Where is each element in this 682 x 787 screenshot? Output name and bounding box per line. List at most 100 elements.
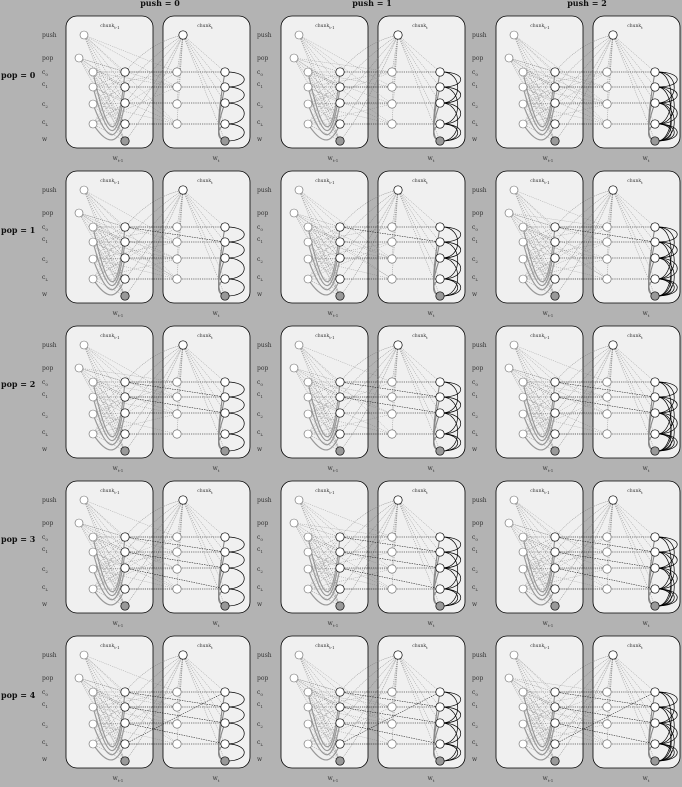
edge-arc-right [656,257,678,280]
edge-pop-link [554,722,656,745]
chunk-current-node [650,237,660,247]
edge-right-fan [612,189,656,243]
side-label-c1: c1 [472,701,478,709]
edge-right-fan [606,499,614,538]
chunk-current-node [220,739,230,749]
side-label-c0: c0 [472,69,478,77]
word-prev-label: wt-1 [328,775,339,783]
chunk-prev-node [335,739,345,749]
edge-cross [83,34,178,73]
edge-left-fan [83,344,126,383]
side-label-c1: c1 [42,236,48,244]
edge-right-fan [612,654,656,693]
edge-to-top [124,189,184,280]
side-label-cl: cL [257,119,263,127]
chunk-current-node [650,67,660,77]
edge-left-fan [522,551,556,590]
input-node-c1 [303,392,313,402]
side-label-cl: cL [472,584,478,592]
edge-pop-link [339,381,441,398]
side-label-push: push [42,652,57,659]
chunk-current-node [220,237,230,247]
edge-arc-right [656,567,672,607]
input-node-push [79,495,89,505]
top-node [608,185,618,195]
chunk-current-node [650,119,660,129]
edge-left-fan [307,86,341,105]
edge-left-fan [293,57,341,125]
edge-arc-right [656,102,678,125]
input-node-c0 [303,67,313,77]
edge-bundle-left [522,71,556,128]
word-prev-label: wt-1 [543,155,554,163]
edge-arc-right [441,226,458,259]
edge-left-fan [522,412,556,435]
edge-right-fan [182,34,226,73]
edge-cross [83,34,178,125]
edge-pop-link [554,551,656,569]
chunk-current-node [435,739,445,749]
chunk-current-input-node [602,429,612,439]
edge-left-fan [307,381,341,452]
edge-left-fan [522,381,556,452]
edge-cross [92,381,178,435]
edge-left-fan [513,499,556,590]
edge-arc-right [441,381,458,414]
edge-right-fan [606,654,614,745]
chunk-current-panel [592,170,681,304]
input-node-push [79,30,89,40]
edge-right-fan [182,34,226,88]
edge-right-fan [397,189,441,228]
edge-left-fan [293,57,341,142]
edges [78,34,245,142]
edge-left-fan [293,212,341,297]
chunk-prev-node [335,237,345,247]
edge-arc-right [656,381,672,435]
edge-arc-right [656,226,675,259]
input-node-cl [303,429,313,439]
edge-cross [92,691,178,745]
edge-arc-right [441,722,458,762]
input-node-cl [88,274,98,284]
edge-right-fan [182,654,226,708]
side-label-w: w [42,291,48,298]
word-current-label: wt [213,775,220,783]
input-node-c2 [88,409,98,419]
chunk-current-input-node [387,392,397,402]
edge-left-fan [522,691,556,745]
edge-left-fan [298,344,341,383]
input-node-c0 [88,687,98,697]
edge-cross [522,258,608,280]
edge-left-fan [307,226,341,297]
column-header-push-2: push = 2 [567,0,607,8]
edge-cross [522,381,608,415]
edge-left-fan [298,189,341,228]
chunk-current-node [650,702,660,712]
edge-left-fan [298,34,341,88]
edge-to-top [554,34,614,104]
side-label-cl: cL [257,274,263,282]
edges [508,34,678,142]
chunk-current-input-node [172,274,182,284]
edge-right-fan [397,499,441,538]
edge-right-fan [606,189,614,260]
edge-cross [307,691,393,708]
edge-arc-right [656,536,678,553]
edge-right-fan [176,189,184,260]
edge-right-fan [182,499,226,538]
row-header-pop-1: pop = 1 [1,225,35,235]
edge-cross [298,654,393,725]
chunk-current-node [650,739,660,749]
edge-left-fan [78,522,126,538]
edge-cross [293,367,393,415]
edge-left-fan [307,86,341,125]
word-current-label: wt [643,775,650,783]
edge-to-top [554,34,614,125]
edge-right-fan [391,499,399,570]
chunk-prev-node [335,98,345,108]
edge-right-fan [397,654,441,745]
edge-left-fan [78,212,126,228]
edge-to-top [339,499,399,553]
chunk-current-input-node [387,584,397,594]
chunk-current-input-node [602,254,612,264]
